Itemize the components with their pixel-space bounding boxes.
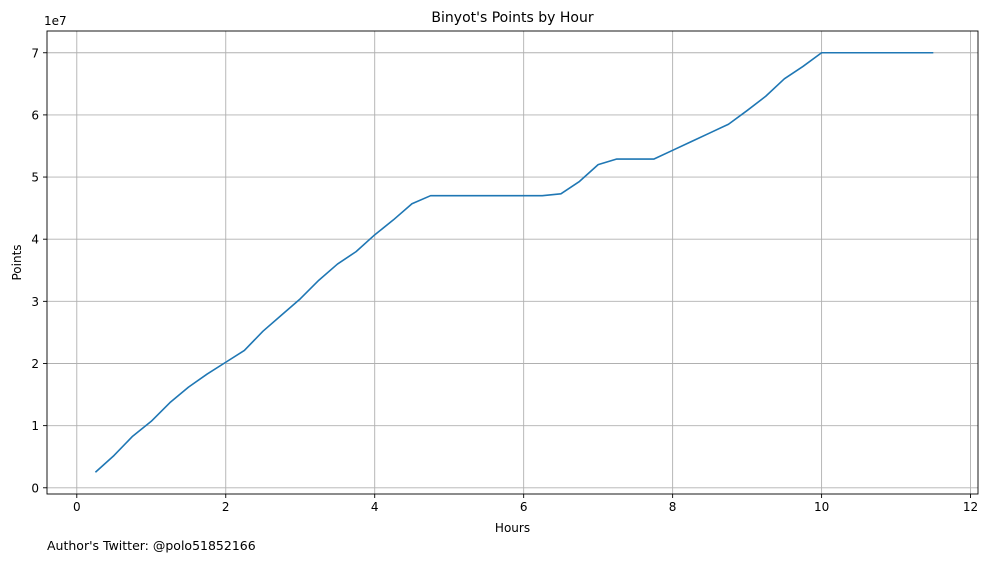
- y-tick-label: 6: [31, 108, 39, 122]
- author-twitter-note: Author's Twitter: @polo51852166: [47, 538, 256, 553]
- x-tick-label: 6: [520, 500, 528, 514]
- chart-title: Binyot's Points by Hour: [431, 10, 593, 26]
- x-tick-label: 10: [814, 500, 829, 514]
- x-tick-label: 2: [222, 500, 230, 514]
- y-tick-label: 1: [31, 419, 39, 433]
- y-tick-label: 7: [31, 46, 39, 60]
- y-tick-label: 3: [31, 295, 39, 309]
- y-axis-offset-label: 1e7: [44, 14, 67, 28]
- x-tick-label: 0: [73, 500, 81, 514]
- series-line-points: [94, 51, 934, 473]
- y-tick-label: 4: [31, 233, 39, 247]
- x-tick-label: 12: [963, 500, 978, 514]
- x-axis-title: Hours: [495, 521, 530, 535]
- x-tick-label: 8: [669, 500, 677, 514]
- y-axis-title: Points: [10, 244, 24, 280]
- y-tick-label: 2: [31, 357, 39, 371]
- y-tick-label: 5: [31, 171, 39, 185]
- plot-frame: [46, 30, 979, 495]
- grid: [47, 31, 978, 494]
- x-tick-label: 4: [371, 500, 379, 514]
- y-tick-label: 0: [31, 481, 39, 495]
